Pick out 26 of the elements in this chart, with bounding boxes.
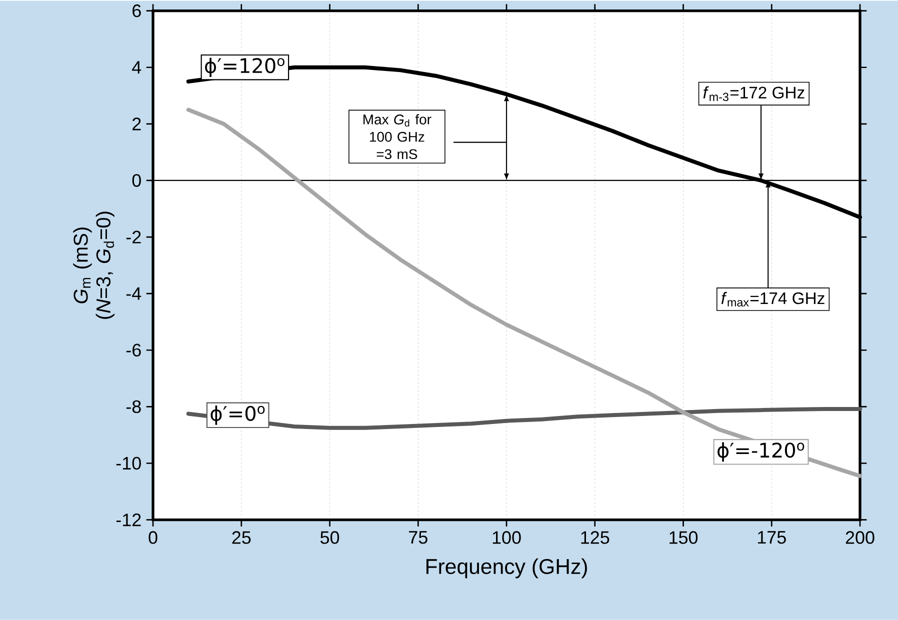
x-tick-label: 75 bbox=[409, 531, 428, 544]
x-tick-label: 150 bbox=[670, 531, 698, 544]
x-tick-label: 175 bbox=[758, 531, 786, 544]
annotation: f$_{max}$=174 GHz bbox=[721, 292, 824, 307]
y-tick-label: -10 bbox=[116, 456, 141, 470]
x-tick-label: 0 bbox=[148, 531, 158, 544]
x-tick-label: 125 bbox=[581, 531, 610, 544]
y-tick-label: -8 bbox=[126, 400, 141, 414]
x-axis-title: Frequency (GHz) bbox=[426, 558, 587, 578]
x-tick-label: 100 bbox=[492, 531, 521, 544]
series-label: ϕ′=120$^{o}$ bbox=[205, 58, 284, 78]
y-tick-label: 2 bbox=[132, 118, 141, 130]
series-label: ϕ′=0$^{o}$ bbox=[210, 406, 265, 425]
x-tick-label: 200 bbox=[846, 531, 874, 544]
y-tick-label: 0 bbox=[132, 174, 141, 187]
x-tick-label: 25 bbox=[232, 531, 251, 544]
y-tick-label: 4 bbox=[132, 61, 142, 74]
y-tick-label: -12 bbox=[116, 514, 141, 526]
series-label: ϕ′=-120$^{o}$ bbox=[718, 442, 804, 462]
annotation: Max G$_{d}$ for 100 GHz =3 mS bbox=[364, 114, 432, 160]
y-tick-label: 6 bbox=[132, 4, 141, 18]
x-tick-label: 50 bbox=[320, 531, 340, 544]
y-tick-label: -4 bbox=[126, 287, 142, 300]
y-tick-label: -6 bbox=[126, 344, 141, 357]
annotation: f$_{m-3}$=172 GHz bbox=[703, 86, 804, 102]
y-tick-label: -2 bbox=[126, 230, 141, 244]
